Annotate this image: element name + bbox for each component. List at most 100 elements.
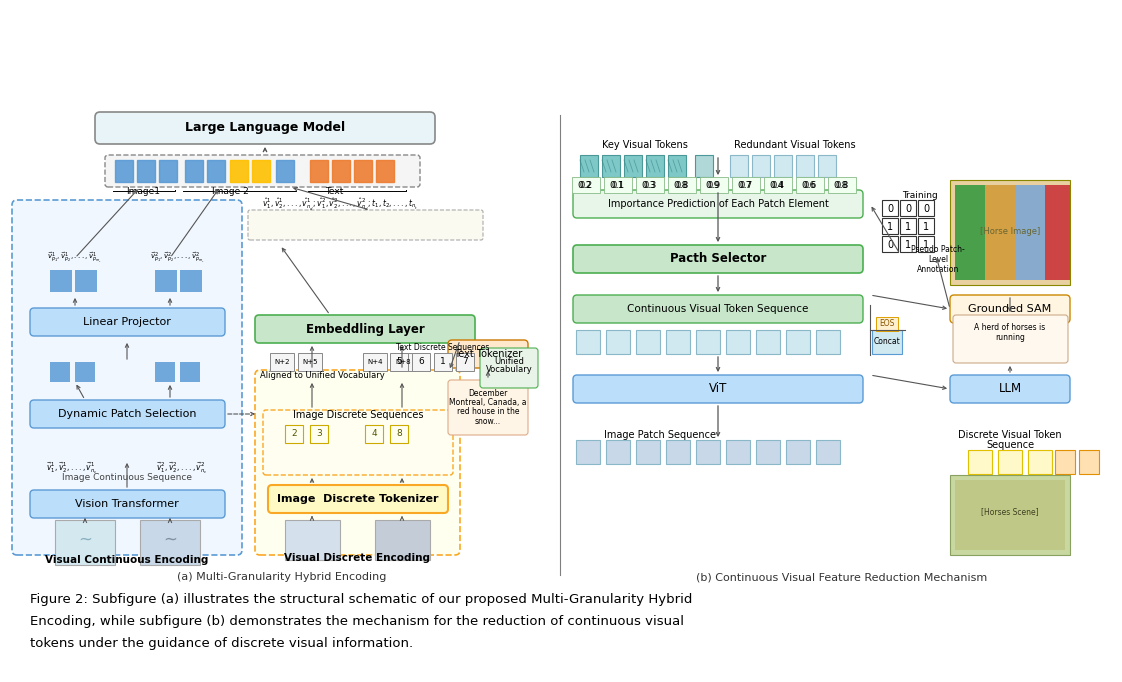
Text: 0: 0 <box>905 204 911 214</box>
FancyBboxPatch shape <box>573 190 863 218</box>
Text: 3: 3 <box>316 430 322 439</box>
Text: 0.9: 0.9 <box>706 181 720 190</box>
Text: 0.6: 0.6 <box>803 181 817 190</box>
Text: N+5: N+5 <box>302 359 318 365</box>
Bar <box>795 177 824 193</box>
Bar <box>795 155 813 177</box>
Bar <box>603 155 620 177</box>
Bar <box>379 215 399 235</box>
Bar <box>606 330 629 354</box>
Text: 1: 1 <box>923 240 929 250</box>
Text: 0.7: 0.7 <box>739 181 753 190</box>
Text: [Horses Scene]: [Horses Scene] <box>981 507 1039 516</box>
Text: Large Language Model: Large Language Model <box>185 121 346 134</box>
Bar <box>180 270 202 292</box>
FancyBboxPatch shape <box>30 308 226 336</box>
Text: Linear Projector: Linear Projector <box>83 317 171 327</box>
Bar <box>828 177 856 193</box>
Text: running: running <box>995 333 1024 342</box>
Bar <box>787 330 810 354</box>
Bar <box>114 160 134 182</box>
Bar <box>427 215 447 235</box>
Bar <box>918 218 934 234</box>
Text: ~: ~ <box>163 531 177 549</box>
Bar <box>310 160 328 182</box>
Text: N+8: N+8 <box>395 359 411 365</box>
Text: Continuous Visual Token Sequence: Continuous Visual Token Sequence <box>627 304 809 314</box>
Bar <box>695 155 712 177</box>
Text: 1: 1 <box>923 222 929 232</box>
Bar <box>355 215 375 235</box>
Text: 0.1: 0.1 <box>611 181 625 190</box>
Text: 1: 1 <box>440 357 445 366</box>
Text: tokens under the guidance of discrete visual information.: tokens under the guidance of discrete vi… <box>30 638 413 651</box>
Text: Discrete Visual Token: Discrete Visual Token <box>958 430 1061 440</box>
Text: Grounded SAM: Grounded SAM <box>968 304 1051 314</box>
Bar <box>390 425 408 443</box>
FancyBboxPatch shape <box>480 348 539 388</box>
Bar <box>325 215 344 235</box>
Text: Image Patch Sequence: Image Patch Sequence <box>604 430 716 440</box>
Bar <box>456 353 473 371</box>
Text: LLM: LLM <box>999 383 1021 396</box>
Text: 0.2: 0.2 <box>579 181 592 190</box>
Text: 0.3: 0.3 <box>643 181 656 190</box>
Bar <box>668 177 696 193</box>
Text: 0.9: 0.9 <box>708 181 720 190</box>
Bar <box>1045 185 1070 280</box>
Bar <box>155 270 177 292</box>
Text: 0: 0 <box>886 204 893 214</box>
Bar <box>75 270 96 292</box>
Text: Image 2: Image 2 <box>212 188 248 196</box>
Bar <box>572 177 600 193</box>
Bar <box>1079 450 1100 474</box>
Text: ~: ~ <box>79 531 92 549</box>
Text: $\vec{v}^1_{p_1},\vec{v}^1_{p_2},...,\vec{v}^1_{p_{m_c}}$: $\vec{v}^1_{p_1},\vec{v}^1_{p_2},...,\ve… <box>47 251 102 265</box>
Bar <box>206 160 226 182</box>
Bar <box>955 185 985 280</box>
Bar <box>55 520 114 565</box>
Bar <box>900 236 916 252</box>
Text: N+4: N+4 <box>367 359 383 365</box>
Bar <box>270 353 294 371</box>
Bar <box>1055 450 1075 474</box>
Text: A herd of horses is: A herd of horses is <box>974 323 1046 333</box>
Text: EOS: EOS <box>880 319 894 329</box>
Text: Vision Transformer: Vision Transformer <box>75 499 178 509</box>
Text: Dynamic Patch Selection: Dynamic Patch Selection <box>57 409 196 419</box>
Text: Aligned to Unified Vocabulary: Aligned to Unified Vocabulary <box>259 370 385 379</box>
Text: ViT: ViT <box>709 383 727 396</box>
Bar <box>580 155 598 177</box>
Bar <box>918 200 934 216</box>
Text: 0.4: 0.4 <box>772 181 784 190</box>
Bar <box>390 353 415 371</box>
Text: Visual Discrete Encoding: Visual Discrete Encoding <box>284 553 430 563</box>
Text: Figure 2: Subfigure (a) illustrates the structural schematic of our proposed Mul: Figure 2: Subfigure (a) illustrates the … <box>30 593 692 606</box>
Bar <box>816 440 840 464</box>
FancyBboxPatch shape <box>953 315 1068 363</box>
Text: [Horse Image]: [Horse Image] <box>980 228 1040 237</box>
Bar <box>696 330 720 354</box>
Bar <box>764 177 792 193</box>
FancyBboxPatch shape <box>448 340 528 368</box>
Bar <box>955 480 1065 550</box>
Text: 0.8: 0.8 <box>674 181 688 190</box>
Bar <box>155 362 175 382</box>
Bar <box>968 450 992 474</box>
Text: Sequence: Sequence <box>986 440 1034 450</box>
Bar <box>606 440 629 464</box>
Text: Image  Discrete Tokenizer: Image Discrete Tokenizer <box>277 494 439 504</box>
Bar <box>185 160 203 182</box>
Bar <box>726 440 749 464</box>
FancyBboxPatch shape <box>255 370 460 555</box>
Text: 0.6: 0.6 <box>802 181 816 190</box>
Text: 6: 6 <box>419 357 424 366</box>
Bar <box>285 425 303 443</box>
Text: Redundant Visual Tokens: Redundant Visual Tokens <box>734 140 856 150</box>
Bar <box>604 177 632 193</box>
FancyBboxPatch shape <box>105 155 420 187</box>
Bar <box>636 330 660 354</box>
Bar <box>752 155 770 177</box>
Bar <box>756 440 780 464</box>
Text: $\vec{v}^2_1, \vec{v}^2_2,...,\vec{v}^2_{n_c}$: $\vec{v}^2_1, \vec{v}^2_2,...,\vec{v}^2_… <box>156 460 208 476</box>
